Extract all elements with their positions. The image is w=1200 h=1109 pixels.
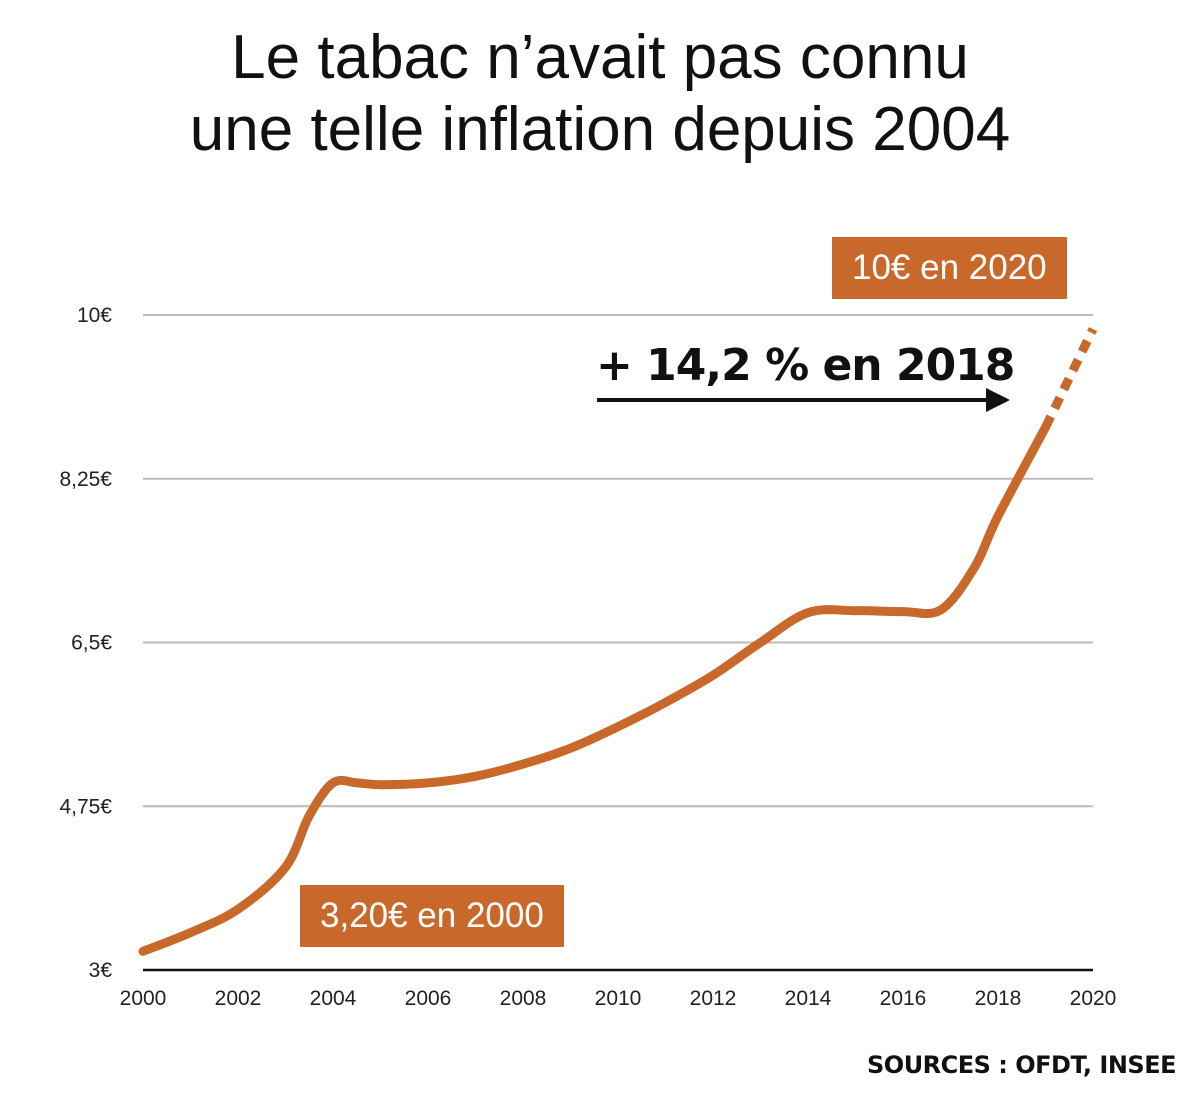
series-line-projection bbox=[1041, 327, 1098, 430]
x-tick-label: 2006 bbox=[405, 987, 452, 1010]
annotation-2018-increase: + 14,2 % en 2018 bbox=[596, 340, 1015, 391]
y-tick-label: 6,5€ bbox=[71, 632, 112, 655]
x-tick-label: 2010 bbox=[595, 987, 642, 1010]
y-tick-label: 3€ bbox=[89, 959, 113, 982]
chart-title-line-2: une telle inflation depuis 2004 bbox=[189, 95, 1011, 164]
x-tick-label: 2002 bbox=[215, 987, 262, 1010]
x-tick-label: 2016 bbox=[880, 987, 927, 1010]
y-tick-label: 8,25€ bbox=[59, 468, 112, 491]
x-tick-label: 2014 bbox=[785, 987, 832, 1010]
x-tick-label: 2008 bbox=[500, 987, 547, 1010]
chart-title-line-1: Le tabac n’avait pas connu bbox=[231, 23, 969, 92]
badge-start-value: 3,20€ en 2000 bbox=[300, 885, 564, 947]
series-line-price bbox=[138, 422, 1050, 956]
chart-title: Le tabac n’avait pas connu une telle inf… bbox=[0, 22, 1200, 166]
badge-end-value: 10€ en 2020 bbox=[832, 237, 1067, 299]
x-tick-label: 2018 bbox=[975, 987, 1022, 1010]
x-tick-label: 2004 bbox=[310, 987, 357, 1010]
y-tick-label: 10€ bbox=[77, 304, 112, 327]
x-tick-label: 2000 bbox=[120, 987, 167, 1010]
x-tick-label: 2020 bbox=[1070, 987, 1117, 1010]
y-tick-label: 4,75€ bbox=[59, 795, 112, 818]
x-tick-label: 2012 bbox=[690, 987, 737, 1010]
sources-note: SOURCES : OFDT, INSEE bbox=[867, 1051, 1177, 1079]
